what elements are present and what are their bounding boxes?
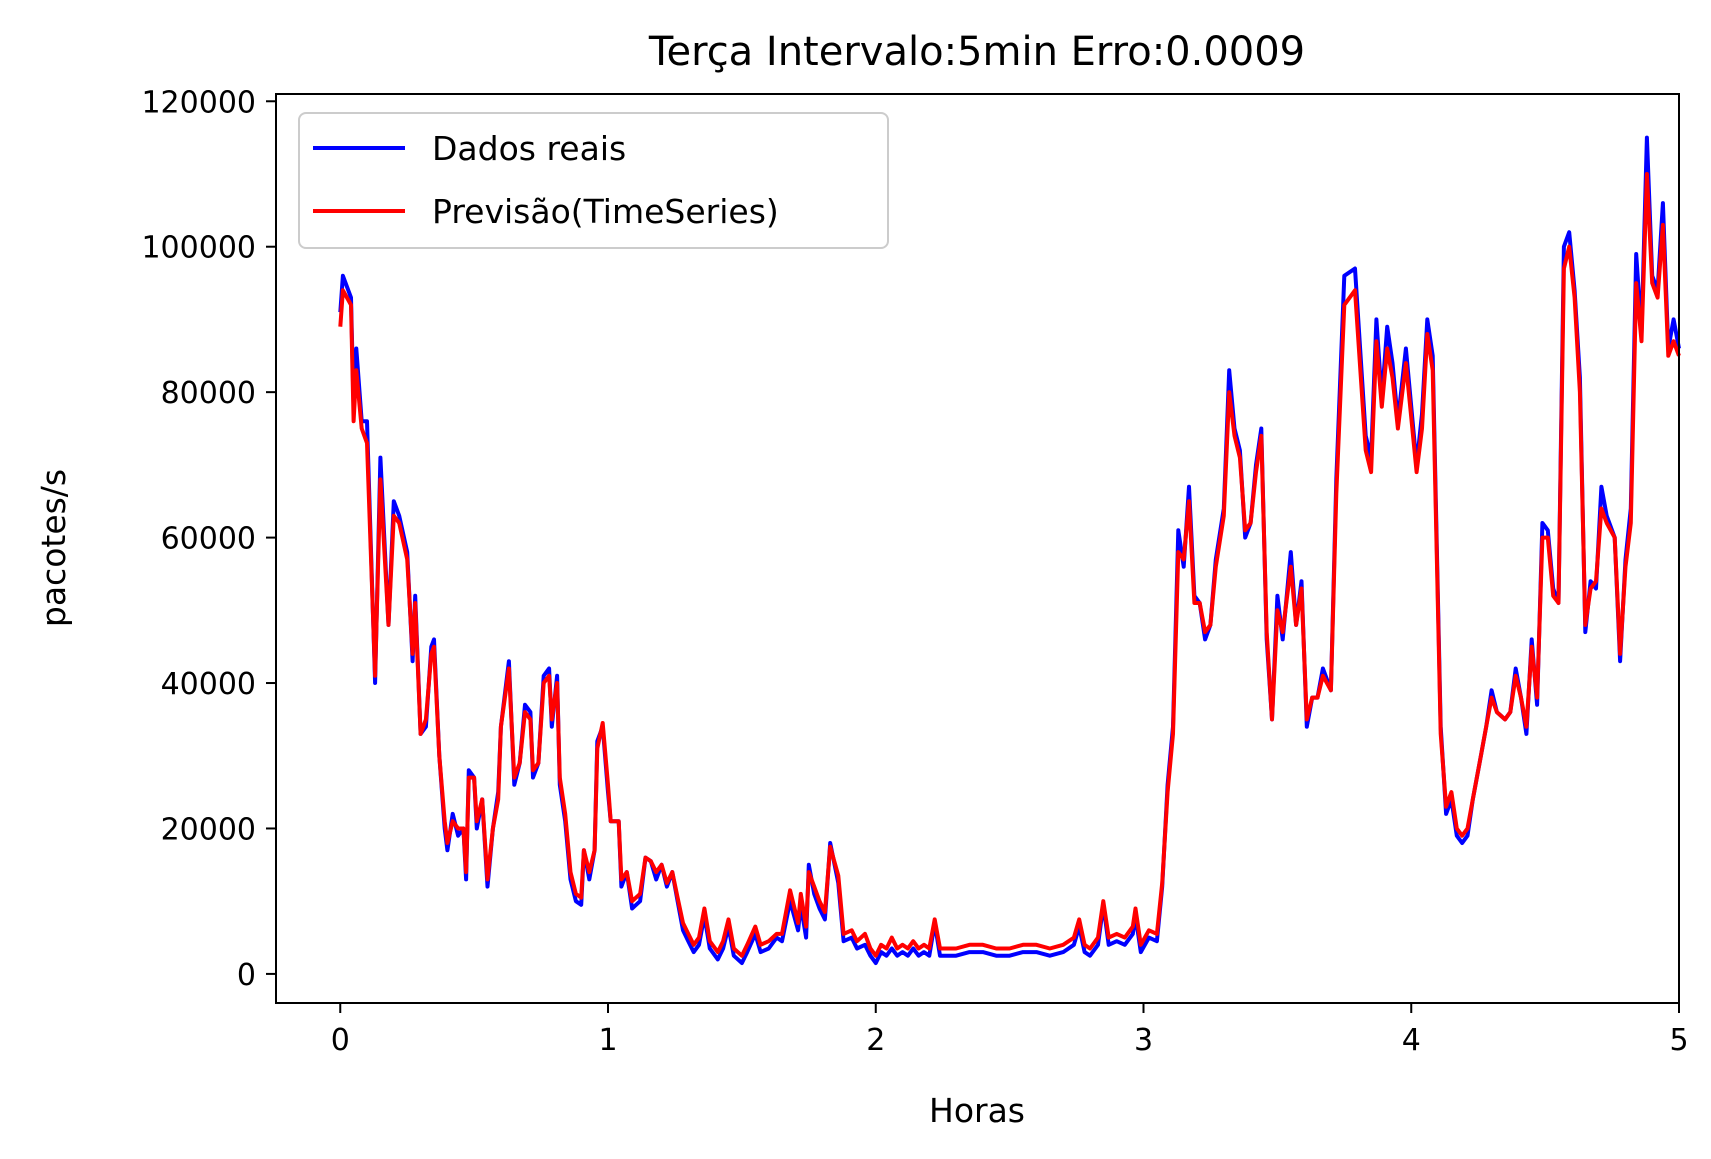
chart-title: Terça Intervalo:5min Erro:0.0009: [648, 29, 1305, 75]
legend-label-dados-reais: Dados reais: [432, 129, 626, 168]
x-tick-label: 1: [598, 1023, 617, 1058]
plot-series: [338, 135, 1681, 965]
y-tick-label: 0: [237, 958, 256, 993]
legend: Dados reais Previsão(TimeSeries): [298, 112, 889, 249]
y-tick-label: 100000: [141, 231, 256, 266]
x-axis: 0 1 2 3 4 5: [331, 1003, 1689, 1058]
x-tick-label: 4: [1402, 1023, 1421, 1058]
x-tick-label: 0: [331, 1023, 350, 1058]
x-tick-label: 5: [1669, 1023, 1688, 1058]
y-tick-label: 80000: [161, 376, 256, 411]
legend-label-previsao: Previsão(TimeSeries): [432, 192, 779, 231]
y-axis-label: pacotes/s: [34, 469, 73, 627]
y-tick-label: 40000: [161, 667, 256, 702]
plot-frame: [275, 93, 1680, 1004]
legend-box: [298, 112, 889, 249]
x-tick-label: 2: [866, 1023, 885, 1058]
y-tick-label: 120000: [141, 85, 256, 120]
y-axis: 0 20000 40000 60000 80000 100000 120000: [141, 85, 276, 993]
x-axis-label: Horas: [929, 1091, 1025, 1130]
x-tick-label: 3: [1134, 1023, 1153, 1058]
y-tick-label: 20000: [161, 812, 256, 847]
y-tick-label: 60000: [161, 522, 256, 557]
series-line-previsao: [338, 172, 1681, 958]
